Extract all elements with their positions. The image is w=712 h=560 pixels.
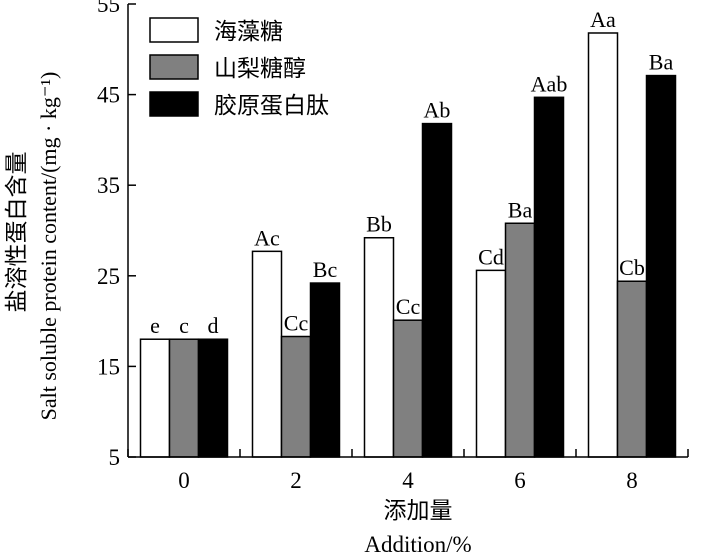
y-tick-label: 45 [97, 83, 120, 108]
bar-data-label: c [179, 313, 189, 338]
legend-label: 山梨糖醇 [214, 56, 306, 81]
x-tick-label: 8 [626, 468, 638, 493]
bar-series3-cat-8 [645, 74, 677, 458]
bar-series2-cat-0 [168, 338, 200, 458]
bar-data-label: Cb [619, 255, 645, 280]
x-axis-title-chinese: 添加量 [384, 498, 453, 523]
legend-label: 胶原蛋白肽 [214, 93, 329, 118]
bar-series3-cat-4 [421, 122, 453, 458]
bar-data-label: Bb [366, 212, 392, 237]
x-tick-label: 4 [402, 468, 414, 493]
bar-data-label: Cd [478, 244, 504, 269]
x-tick-label: 6 [514, 468, 526, 493]
bar-data-label: Ab [424, 98, 451, 123]
y-axis-title-chinese: 盐溶性蛋白含量 [4, 152, 29, 313]
bar-data-label: Cc [396, 294, 421, 319]
bar-data-label: Ba [649, 50, 674, 75]
bar-series1-cat-4 [363, 236, 395, 458]
bar-data-label: d [208, 313, 219, 338]
legend-label: 海藻糖 [214, 19, 283, 44]
legend-swatch [149, 54, 199, 80]
y-tick-label: 5 [109, 445, 121, 470]
x-axis-title-english: Addition/% [364, 532, 471, 557]
bar-series2-cat-4 [392, 319, 424, 458]
bar-series2-cat-6 [504, 222, 536, 458]
y-tick-label: 15 [97, 354, 120, 379]
bar-series2-cat-8 [616, 280, 648, 458]
plot-area: e c dAcCcBcBbCcAbCdBaAabAaCbBa515253545550… [97, 0, 689, 493]
bar-series1-cat-0 [139, 338, 171, 458]
bar-series2-cat-2 [280, 335, 312, 458]
bar-data-label: Aa [590, 7, 616, 32]
x-tick-label: 2 [290, 468, 302, 493]
bar-series1-cat-8 [587, 32, 619, 458]
bar-data-label: Ba [508, 197, 533, 222]
legend-swatch [149, 17, 199, 43]
y-axis-title-english: Salt soluble protein content/(mg · kg⁻¹) [36, 72, 61, 421]
bar-series1-cat-2 [251, 250, 283, 458]
bar-series3-cat-2 [309, 282, 341, 458]
bar-data-label: Bc [313, 257, 338, 282]
bar-series1-cat-6 [475, 269, 507, 458]
y-tick-label: 55 [97, 0, 120, 17]
bar-data-label: Cc [284, 311, 309, 336]
bar-series3-cat-0 [197, 338, 229, 458]
legend-swatch [149, 91, 199, 117]
x-tick-label: 0 [178, 468, 190, 493]
bar-data-label: Aab [531, 71, 568, 96]
bar-series3-cat-6 [533, 96, 565, 458]
bar-data-label: Ac [254, 225, 280, 250]
bar-data-label: e [150, 313, 160, 338]
y-tick-label: 35 [97, 173, 120, 198]
y-tick-label: 25 [97, 264, 120, 289]
